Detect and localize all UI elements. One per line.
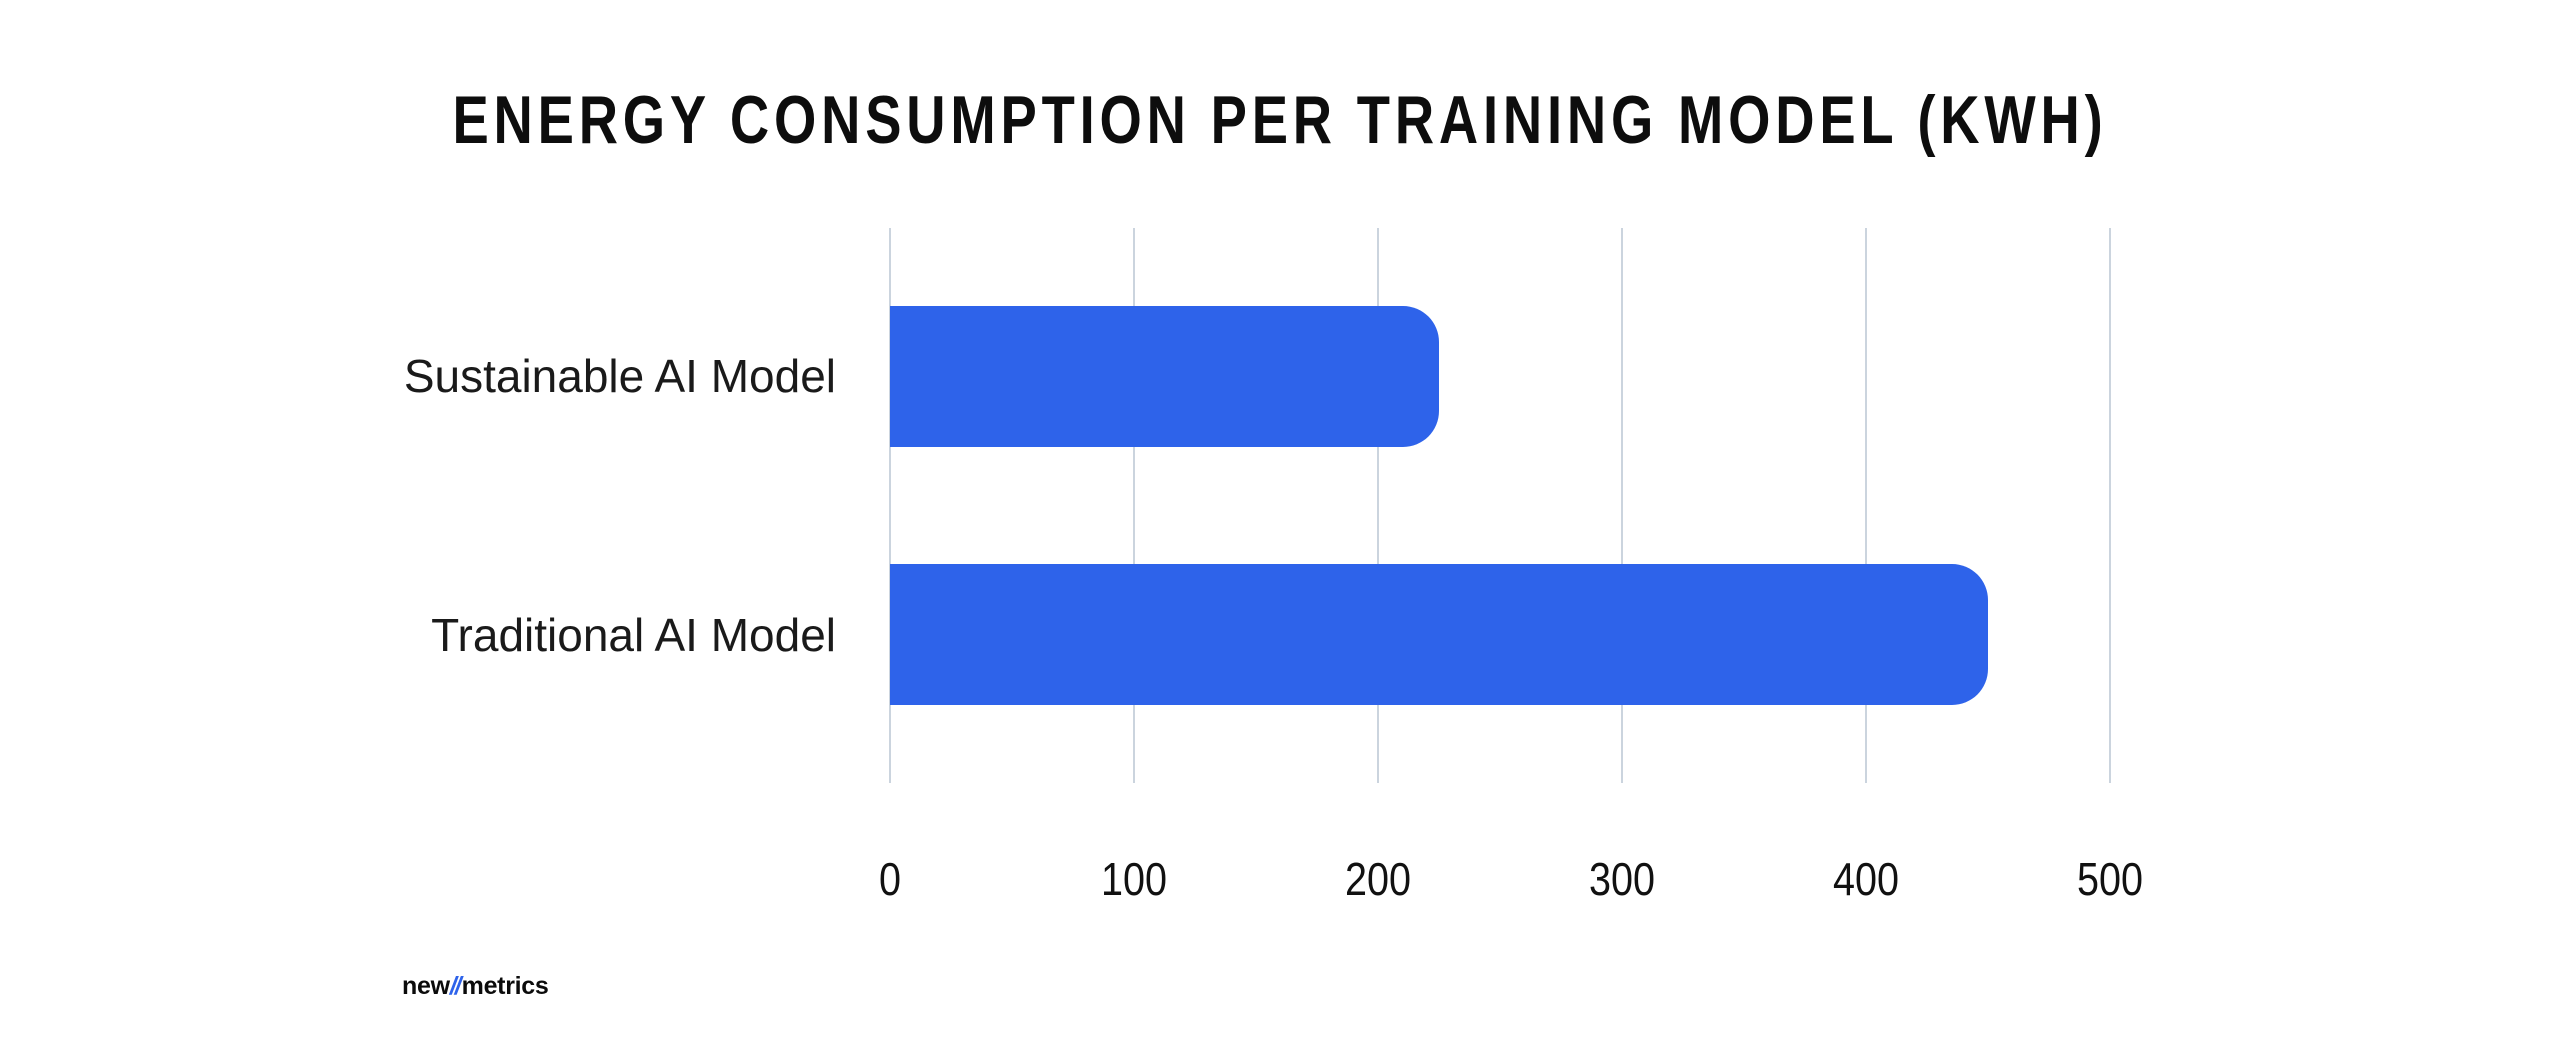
x-axis-tick-200: 200 [1344, 853, 1412, 905]
logo-slashes-icon: // [449, 972, 462, 1000]
plot-area [889, 228, 2111, 783]
gridline-300 [1621, 228, 1623, 783]
gridline-500 [2109, 228, 2111, 783]
logo-text-new: new [402, 972, 450, 1000]
category-label-sustainable: Sustainable AI Model [403, 350, 836, 402]
x-axis-tick-100: 100 [1100, 853, 1168, 905]
gridline-400 [1865, 228, 1867, 783]
gridline-200 [1377, 228, 1379, 783]
logo-text-metrics: metrics [461, 972, 549, 1000]
newmetrics-logo: new//metrics [402, 972, 549, 1000]
chart-title: ENERGY CONSUMPTION PER TRAINING MODEL (K… [452, 82, 2108, 158]
gridline-100 [1133, 228, 1135, 783]
category-label-traditional: Traditional AI Model [431, 609, 836, 661]
gridline-0 [889, 228, 891, 783]
bar-sustainable-ai-model [890, 306, 1439, 447]
x-axis-tick-500: 500 [2076, 853, 2144, 905]
x-axis-tick-0: 0 [878, 853, 902, 905]
x-axis-tick-300: 300 [1588, 853, 1656, 905]
bar-traditional-ai-model [890, 564, 1988, 705]
x-axis-tick-400: 400 [1832, 853, 1900, 905]
